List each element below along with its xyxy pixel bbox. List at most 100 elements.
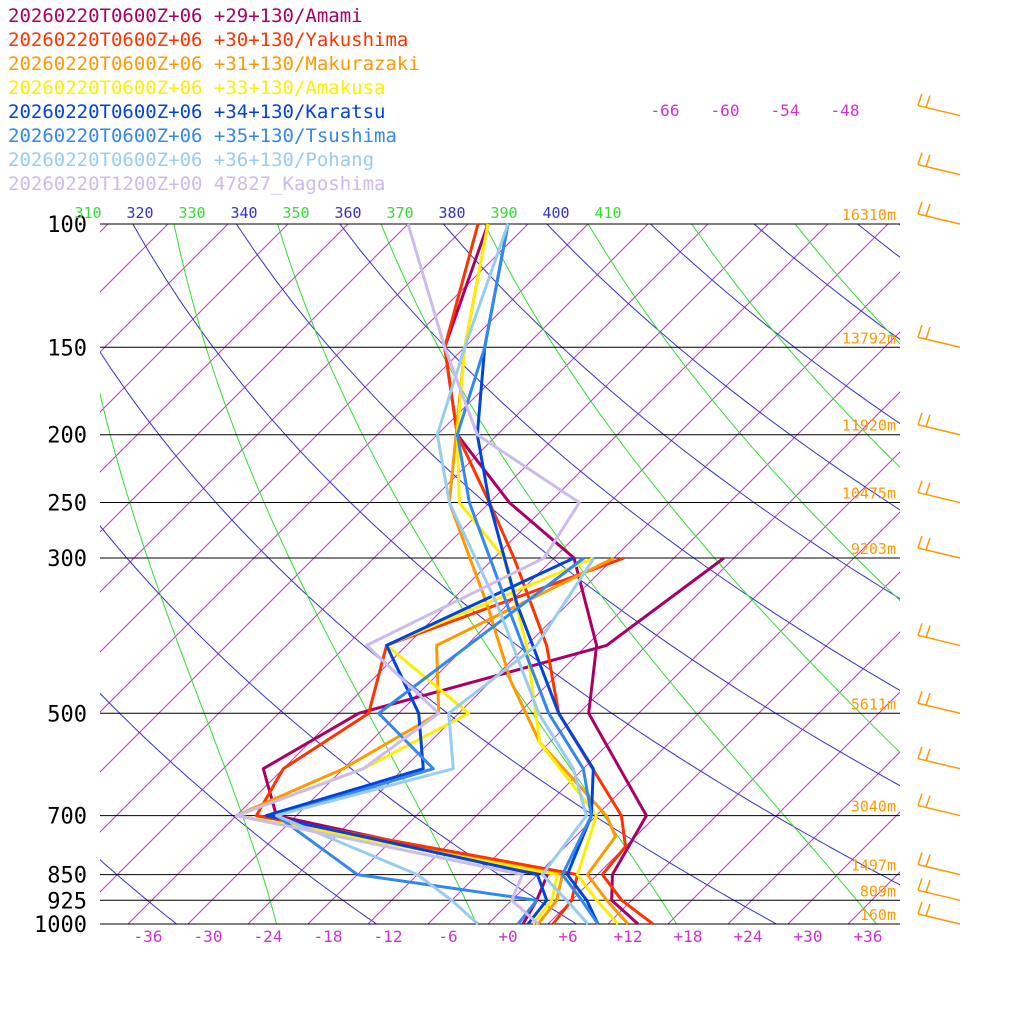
isotherm [667, 691, 900, 924]
x-tick-label: +0 [498, 927, 517, 946]
isotherm [787, 811, 900, 924]
adiabat [1002, 224, 1024, 924]
adiabat [173, 224, 477, 924]
wind-barb [917, 901, 961, 925]
pressure-label: 100 [47, 213, 87, 238]
wind-barb-flag [917, 878, 923, 891]
wind-barb-flag [925, 154, 931, 167]
legend-item: 20260220T1200Z+00 47827_Kagoshima [8, 173, 386, 195]
wind-barb [917, 325, 961, 348]
x-tick-label: +36 [854, 927, 883, 946]
height-label: 16310m [842, 206, 896, 224]
x-tick-label: -18 [314, 927, 343, 946]
pressure-label: 150 [47, 336, 87, 361]
wind-barb [917, 152, 961, 176]
wind-barb-staff [917, 913, 961, 925]
legend-item: 20260220T0600Z+06 +30+130/Yakushima [8, 29, 409, 51]
pressure-label: 300 [47, 547, 87, 572]
temperature-line [443, 223, 654, 926]
wind-barb-staff [917, 634, 961, 647]
theta-label: 330 [178, 204, 205, 222]
legend-item: 20260220T0600Z+06 +31+130/Makurazaki [8, 53, 420, 75]
isotherm-top-label: -60 [711, 101, 740, 120]
adiabat [235, 224, 900, 787]
wind-barb-staff [917, 889, 961, 902]
isotherm [727, 751, 900, 924]
isotherm [100, 224, 469, 593]
height-label: 809m [860, 882, 896, 900]
pressure-label: 250 [47, 492, 87, 517]
wind-barb-flag [917, 201, 923, 215]
dewpoint-line [264, 556, 575, 925]
theta-label: 390 [490, 204, 517, 222]
wind-barb-flag [925, 880, 931, 893]
theta-label: 400 [542, 204, 569, 222]
wind-barb [917, 93, 961, 117]
adiabat [380, 224, 877, 924]
wind-barb-staff [917, 757, 961, 770]
height-label: 1497m [851, 857, 896, 875]
adiabat [650, 224, 900, 425]
isotherm-top-label: -66 [651, 101, 680, 120]
wind-barb-staff [917, 104, 961, 117]
isotherm [908, 224, 1024, 924]
wind-barb-flag [925, 327, 931, 340]
height-label: 3040m [851, 798, 896, 816]
adiabat [484, 224, 900, 754]
wind-barb-flag [925, 748, 931, 761]
height-label: 13792m [842, 329, 896, 347]
adiabat [961, 224, 1024, 924]
isotherm [427, 451, 900, 924]
theta-label: 380 [438, 204, 465, 222]
wind-barb-flag [917, 152, 923, 165]
temperature-line [455, 223, 620, 926]
pressure-label: 500 [47, 702, 87, 727]
isotherm [367, 391, 900, 924]
x-tick-label: +24 [734, 927, 763, 946]
wind-barb-flag [925, 693, 931, 706]
isotherm [100, 224, 349, 473]
wind-barb-flag [917, 535, 923, 549]
isotherm [607, 631, 900, 924]
wind-barb-flag [917, 480, 923, 493]
wind-barb-flag [925, 537, 931, 551]
wind-barb-flag [917, 325, 923, 338]
adiabat [546, 224, 900, 511]
x-tick-label: +6 [558, 927, 577, 946]
wind-barb-staff [917, 213, 961, 225]
wind-barb-flag [917, 852, 923, 865]
wind-barb-flag [925, 625, 931, 638]
temperature-line [475, 223, 600, 925]
wind-barb-flag [917, 412, 923, 425]
wind-barb-flag [925, 95, 931, 108]
pressure-label: 700 [47, 805, 87, 830]
pressure-label: 925 [47, 889, 87, 914]
pressure-label: 1000 [34, 913, 87, 938]
theta-label: 320 [126, 204, 153, 222]
isotherm-top-label: -48 [831, 101, 860, 120]
theta-label: 360 [334, 204, 361, 222]
height-label: 10475m [842, 485, 896, 503]
wind-barb-flag [917, 746, 923, 759]
dewpoint-line [254, 556, 625, 925]
legend: 20260220T0600Z+06 +29+130/Amami 20260220T… [8, 4, 420, 196]
isotherm [100, 224, 289, 413]
temperature-line [234, 223, 581, 926]
theta-label: 370 [386, 204, 413, 222]
wind-barb-flag [925, 414, 931, 427]
legend-item: 20260220T0600Z+06 +35+130/Tsushima [8, 125, 397, 147]
wind-barb [917, 691, 961, 715]
isotherm-top-label: -54 [771, 101, 800, 120]
temperature-line [435, 223, 590, 926]
wind-barb [917, 201, 961, 225]
isotherm [968, 224, 1024, 924]
wind-barb-flag [917, 691, 923, 704]
wind-barb [917, 852, 961, 876]
adiabat [443, 224, 900, 600]
wind-barb-flag [925, 854, 931, 867]
x-tick-label: -30 [194, 927, 223, 946]
height-label: 9203m [851, 540, 896, 558]
wind-barb [917, 793, 961, 817]
x-tick-label: -36 [134, 927, 163, 946]
legend-item: 20260220T0600Z+06 +36+130/Pohang [8, 149, 375, 171]
